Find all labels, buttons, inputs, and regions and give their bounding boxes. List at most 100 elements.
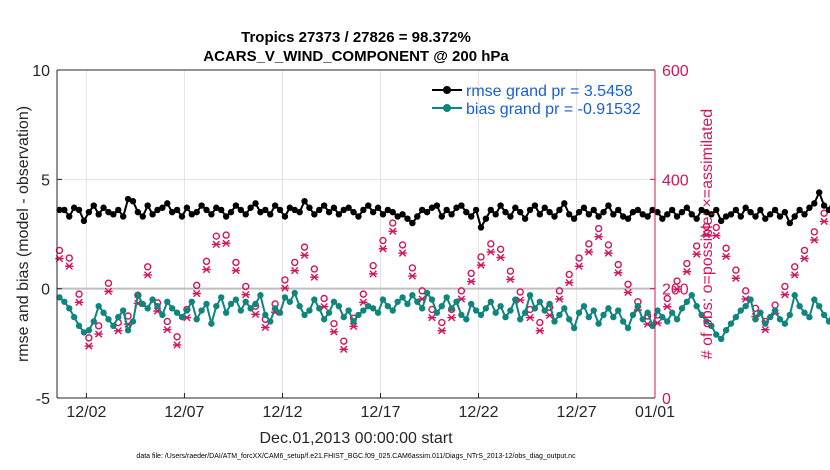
obs-possible-marker (242, 282, 250, 291)
obs-possible-marker (222, 231, 230, 239)
rmse-marker (521, 215, 529, 222)
rmse-marker (70, 204, 78, 211)
rmse-marker (301, 198, 308, 205)
bias-marker (379, 296, 387, 303)
bias-marker (605, 305, 612, 312)
obs-assimilated-marker (535, 327, 545, 335)
obs-assimilated-marker (329, 328, 339, 336)
rmse-marker (561, 200, 568, 207)
x-tick-label: 12/07 (164, 404, 204, 421)
bias-marker (360, 307, 367, 314)
rmse-marker (183, 204, 191, 211)
obs-assimilated-marker (476, 261, 486, 269)
rmse-marker (149, 211, 156, 218)
obs-assimilated-marker (555, 295, 564, 303)
y-right-axis-label: # of obs: o=possible; ×=assimilated (699, 109, 716, 359)
bias-marker (487, 298, 494, 305)
rmse-marker (467, 213, 475, 220)
rmse-marker (673, 213, 681, 220)
rmse-marker (629, 208, 637, 216)
obs-possible-marker (820, 209, 828, 217)
bias-marker (580, 302, 588, 310)
obs-possible-marker (496, 245, 505, 254)
bias-series (56, 289, 830, 343)
rmse-marker (448, 211, 455, 218)
rmse-marker (600, 208, 607, 216)
bias-marker (541, 307, 548, 314)
bias-marker (301, 311, 308, 319)
rmse-marker (306, 204, 313, 211)
rmse-marker (208, 211, 215, 218)
rmse-marker (703, 208, 710, 216)
rmse-marker (271, 202, 279, 209)
rmse-marker (668, 206, 676, 214)
obs-possible-marker (202, 257, 211, 266)
bias-marker (820, 311, 828, 319)
bias-marker (316, 305, 323, 312)
obs-assimilated-marker (212, 240, 221, 249)
rmse-marker (585, 211, 593, 218)
bias-marker (482, 305, 490, 312)
rmse-marker (90, 202, 97, 209)
rmse-marker (56, 206, 63, 214)
obs-possible-marker (75, 290, 83, 298)
rmse-marker (722, 213, 730, 220)
rmse-marker (727, 211, 735, 218)
y-left-axis-label: rmse and bias (model - observation) (15, 106, 32, 362)
bias-marker (247, 305, 254, 312)
rmse-marker (409, 219, 416, 227)
bias-marker (409, 292, 416, 299)
rmse-marker (369, 208, 377, 216)
bias-marker (134, 292, 142, 299)
rmse-marker (198, 202, 205, 209)
obs-possible-marker (800, 246, 809, 255)
rmse-marker (110, 211, 117, 218)
obs-possible-marker (173, 333, 181, 341)
obs-possible-marker (683, 259, 691, 268)
rmse-marker (262, 206, 269, 214)
bias-marker (66, 305, 73, 312)
rmse-marker (85, 208, 93, 216)
obs-assimilated-marker (819, 217, 829, 226)
rmse-marker (816, 189, 823, 196)
obs-possible-marker (291, 258, 299, 267)
obs-possible-marker (320, 294, 328, 303)
rmse-marker (374, 204, 382, 211)
obs-assimilated-marker (251, 310, 260, 319)
legend-bias-swatch-marker (443, 104, 451, 112)
obs-possible-marker (702, 222, 711, 231)
rmse-marker (389, 208, 396, 216)
bias-marker (414, 298, 421, 305)
rmse-marker (242, 211, 249, 218)
obs-assimilated-marker (761, 325, 770, 334)
obs-possible-marker (624, 280, 632, 288)
rmse-marker (115, 206, 122, 214)
bias-marker (649, 322, 656, 330)
obs-possible-marker (330, 319, 338, 328)
bias-marker (575, 309, 583, 316)
obs-assimilated-marker (378, 245, 388, 253)
rmse-marker (95, 211, 102, 218)
rmse-marker (664, 211, 671, 218)
rmse-marker (801, 211, 808, 218)
legend: rmse grand pr = 3.5458 bias grand pr = -… (432, 83, 641, 118)
obs-assimilated-marker (300, 251, 309, 260)
bias-marker (320, 316, 328, 323)
legend-bias-label: bias grand pr = -0.91532 (466, 101, 641, 118)
obs-possible-marker (781, 282, 789, 291)
y-left-tick-label: 5 (41, 172, 50, 189)
rmse-marker (100, 204, 107, 211)
obs-possible-marker (300, 243, 309, 251)
obs-assimilated-marker (486, 248, 495, 256)
rmse-series (56, 189, 830, 231)
bias-marker (570, 324, 578, 332)
bias-marker (757, 309, 764, 316)
bias-marker (688, 292, 695, 299)
obs-possible-marker (398, 241, 407, 249)
plot-frame (56, 69, 656, 399)
obs-possible-marker (310, 265, 319, 273)
bias-marker (85, 327, 93, 334)
bias-marker (350, 318, 357, 325)
obs-possible-marker (212, 232, 221, 240)
rmse-marker (472, 206, 480, 214)
